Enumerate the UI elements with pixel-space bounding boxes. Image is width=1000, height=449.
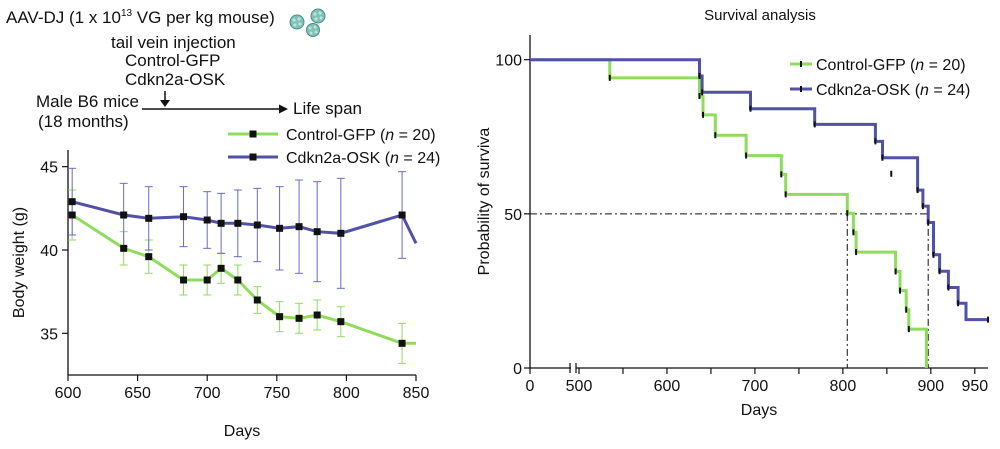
group2-label: Cdkn2a-OSK — [125, 70, 226, 89]
data-point — [203, 216, 211, 224]
x-tick-label: 600 — [55, 385, 82, 402]
x-tick-label: 900 — [917, 378, 944, 395]
mice-label-line1: Male B6 mice — [36, 92, 139, 111]
data-point — [313, 311, 321, 319]
data-point — [145, 253, 153, 261]
x-tick-label: 800 — [333, 385, 360, 402]
data-point — [217, 219, 225, 227]
data-point — [337, 318, 345, 326]
data-point — [234, 219, 242, 227]
data-point — [217, 264, 225, 272]
axis-break-gap — [571, 364, 576, 372]
y-tick-label: 45 — [40, 160, 58, 177]
survival-curve-control-gfp — [530, 58, 928, 368]
x-tick-label: 850 — [403, 385, 430, 402]
x-tick-label: 950 — [961, 378, 988, 395]
data-point — [295, 314, 303, 322]
data-point — [313, 228, 321, 236]
data-point — [234, 276, 242, 284]
data-point — [253, 221, 261, 229]
y-tick-label: 35 — [40, 326, 58, 343]
legend-label-control-gfp: Control-GFP (n = 20) — [286, 127, 436, 144]
x-tick-label: 700 — [194, 385, 221, 402]
x-tick-label: 750 — [263, 385, 290, 402]
data-point — [68, 211, 76, 219]
x-tick-label: 600 — [654, 378, 681, 395]
data-point — [295, 223, 303, 231]
x-axis-label: Days — [741, 402, 777, 419]
data-point — [145, 214, 153, 222]
mice-label-line2: (18 months) — [38, 112, 129, 131]
survival-curve-cdkn2a-osk — [530, 58, 988, 322]
x-axis-label: Days — [224, 423, 260, 440]
data-point — [180, 276, 188, 284]
x-tick-label: 800 — [830, 378, 857, 395]
y-axis-label: Body weight (g) — [11, 207, 28, 318]
data-point — [68, 198, 76, 206]
lifespan-label: Life span — [293, 99, 362, 118]
data-point — [337, 229, 345, 237]
legend-marker — [249, 153, 257, 161]
data-point — [398, 339, 406, 347]
data-point — [276, 313, 284, 321]
y-tick-label: 100 — [495, 53, 522, 70]
data-point — [398, 211, 406, 219]
y-axis-label: Probability of surviva — [476, 128, 493, 276]
data-point — [120, 244, 128, 252]
x-tick-label: 700 — [742, 378, 769, 395]
legend-label-cdkn2a-osk: Cdkn2a-OSK (n = 24) — [816, 82, 970, 99]
series-line-control-gfp — [71, 213, 416, 345]
x-tick-label: 500 — [566, 378, 593, 395]
data-point — [203, 276, 211, 284]
x-tick-label: 650 — [124, 385, 151, 402]
data-point — [253, 296, 261, 304]
data-point — [180, 213, 188, 221]
series-line-cdkn2a-osk — [71, 200, 418, 244]
legend-label-cdkn2a-osk: Cdkn2a-OSK (n = 24) — [286, 150, 440, 167]
group1-label: Control-GFP — [125, 51, 221, 70]
x-tick-label: 0 — [526, 378, 535, 395]
y-tick-label: 0 — [513, 361, 522, 378]
legend-label-control-gfp: Control-GFP (n = 20) — [816, 57, 966, 74]
data-point — [276, 224, 284, 232]
y-tick-label: 40 — [40, 243, 58, 260]
data-point — [120, 211, 128, 219]
vector-dose-label: AAV-DJ (1 x 1013 VG per kg mouse) — [6, 8, 275, 27]
injection-route-label: tail vein injection — [111, 33, 236, 52]
chart-title: Survival analysis — [704, 7, 816, 24]
legend-marker — [249, 130, 257, 138]
dose-exponent: 13 — [120, 8, 133, 19]
y-tick-label: 50 — [504, 207, 522, 224]
